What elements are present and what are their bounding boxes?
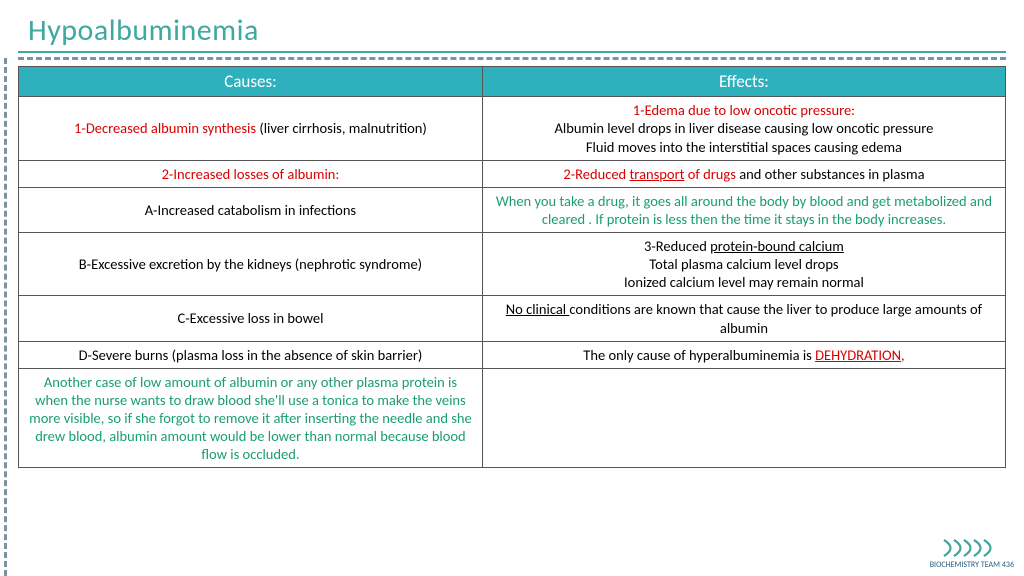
cell-cause-2: 2-Increased losses of albumin: (19, 160, 483, 187)
cell-cause-2c: C-Excessive loss in bowel (19, 296, 483, 341)
header-causes: Causes: (19, 67, 483, 97)
header-effects: Effects: (482, 67, 1005, 97)
content-table: Causes: Effects: 1-Decreased albumin syn… (18, 66, 1006, 468)
dna-icon (942, 536, 1002, 560)
cell-cause-2b: B-Excessive excretion by the kidneys (ne… (19, 233, 483, 296)
table-row: 2-Increased losses of albumin: 2-Reduced… (19, 160, 1006, 187)
title-divider (18, 51, 1006, 53)
cell-empty (482, 368, 1005, 468)
left-dash (4, 58, 7, 576)
cell-effect-2: 2-Reduced transport of drugs and other s… (482, 160, 1005, 187)
cell-effect-3: 3-Reduced protein-bound calciumTotal pla… (482, 233, 1005, 296)
table-row: 1-Decreased albumin synthesis (liver cir… (19, 97, 1006, 160)
table-row: D-Severe burns (plasma loss in the absen… (19, 341, 1006, 368)
dash-divider (18, 57, 1006, 60)
cell-cause-2a: A-Increased catabolism in infections (19, 187, 483, 232)
cell-hyper: The only cause of hyperalbuminemia is DE… (482, 341, 1005, 368)
table-row: A-Increased catabolism in infections Whe… (19, 187, 1006, 232)
cell-effect-1: 1-Edema due to low oncotic pressure:Albu… (482, 97, 1005, 160)
page-title: Hypoalbuminemia (28, 12, 1006, 49)
cell-effect-2-note: When you take a drug, it goes all around… (482, 187, 1005, 232)
team-logo: BIOCHEMISTRY TEAM 436 (930, 536, 1014, 570)
cell-cause-2d: D-Severe burns (plasma loss in the absen… (19, 341, 483, 368)
cell-cause-1: 1-Decreased albumin synthesis (liver cir… (19, 97, 483, 160)
cell-effect-note: No clinical conditions are known that ca… (482, 296, 1005, 341)
logo-text: BIOCHEMISTRY TEAM 436 (930, 560, 1014, 570)
table-row: C-Excessive loss in bowel No clinical co… (19, 296, 1006, 341)
table-row: B-Excessive excretion by the kidneys (ne… (19, 233, 1006, 296)
cell-note: Another case of low amount of albumin or… (19, 368, 483, 468)
table-header-row: Causes: Effects: (19, 67, 1006, 97)
table-row: Another case of low amount of albumin or… (19, 368, 1006, 468)
